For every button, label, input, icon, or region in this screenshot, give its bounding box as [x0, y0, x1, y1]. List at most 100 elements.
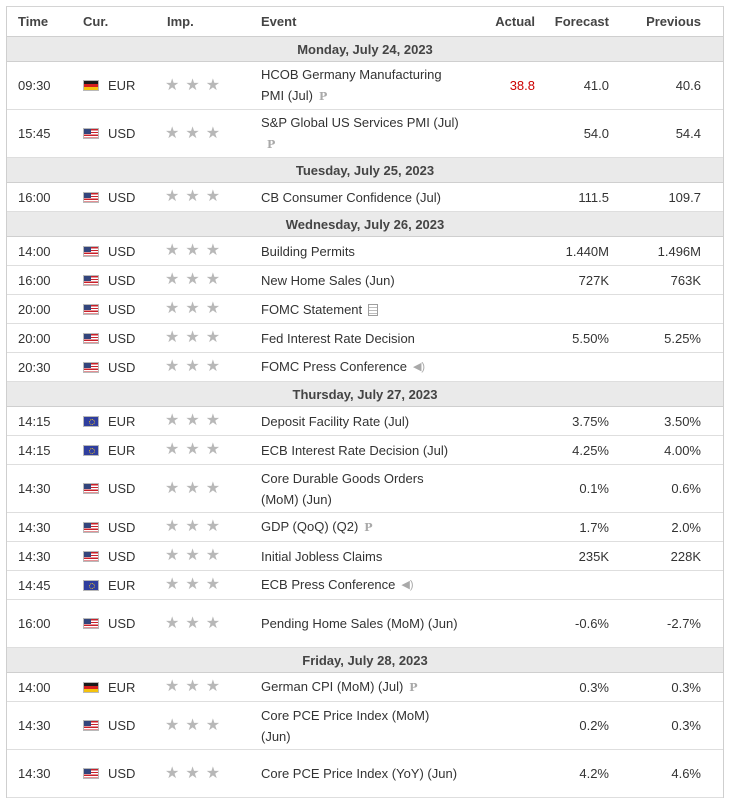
column-header-event[interactable]: Event	[261, 14, 297, 29]
table-row[interactable]: 16:00 USD ★ ★ ★ New Home Sales (Jun) 727K …	[7, 266, 723, 295]
flag-usa-icon	[83, 768, 99, 779]
event-link[interactable]: HCOB Germany Manufacturing PMI (Jul)	[261, 67, 442, 103]
day-header: Friday, July 28, 2023	[7, 648, 723, 673]
flag-usa-icon	[83, 274, 99, 286]
importance-stars: ★ ★ ★	[163, 577, 261, 593]
column-header-importance[interactable]: Imp.	[167, 14, 194, 29]
event-cell: HCOB Germany Manufacturing PMI (Jul) P	[261, 64, 467, 107]
table-row[interactable]: 14:30 USD ★ ★ ★ GDP (QoQ) (Q2) P 1.7% 2.0%	[7, 513, 723, 542]
speaker-icon[interactable]: ◀)	[401, 579, 414, 592]
event-cell: Building Permits	[261, 241, 467, 262]
currency-cell: USD	[79, 244, 163, 259]
event-link[interactable]: FOMC Press Conference	[261, 358, 407, 374]
column-header-currency[interactable]: Cur.	[83, 14, 109, 29]
previous-value: -2.7%	[667, 616, 701, 631]
column-header-forecast[interactable]: Forecast	[554, 14, 609, 29]
star-icon: ★	[185, 547, 200, 564]
column-header-actual[interactable]: Actual	[495, 14, 535, 29]
flag-usa-icon	[83, 483, 99, 494]
event-link[interactable]: Fed Interest Rate Decision	[261, 330, 415, 346]
importance-stars: ★ ★ ★	[163, 480, 261, 497]
event-link[interactable]: German CPI (MoM) (Jul)	[261, 679, 404, 694]
table-row[interactable]: 15:45 USD ★ ★ ★ S&P Global US Services PMI…	[7, 110, 723, 158]
star-icon: ★	[165, 329, 180, 346]
event-time: 14:30	[18, 718, 51, 733]
event-link[interactable]: CB Consumer Confidence (Jul)	[261, 189, 441, 205]
table-row[interactable]: 14:30 USD ★ ★ ★ Core PCE Price Index (YoY)…	[7, 750, 723, 798]
flag-usa-icon	[83, 550, 99, 562]
event-link[interactable]: FOMC Statement	[261, 301, 363, 317]
currency-code: EUR	[108, 679, 136, 695]
previous-value: 4.6%	[671, 766, 701, 781]
table-row[interactable]: 14:00 EUR ★ ★ ★ German CPI (MoM) (Jul) P 0.…	[7, 673, 723, 702]
event-link[interactable]: Core Durable Goods Orders (MoM) (Jun)	[261, 470, 424, 507]
table-row[interactable]: 14:15 EUR ★ ★ ★ ECB Interest Rate Decision…	[7, 436, 723, 465]
column-header-time[interactable]: Time	[18, 14, 49, 29]
table-row[interactable]: 16:00 USD ★ ★ ★ Pending Home Sales (MoM) (…	[7, 600, 723, 648]
event-time: 14:00	[18, 243, 51, 259]
table-row[interactable]: 20:30 USD ★ ★ ★ FOMC Press Conference ◀)	[7, 353, 723, 382]
previous-value: 2.0%	[671, 519, 701, 535]
table-row[interactable]: 20:00 USD ★ ★ ★ Fed Interest Rate Decision…	[7, 324, 723, 353]
previous-value: 54.4	[675, 126, 701, 141]
event-time: 20:00	[18, 301, 51, 317]
event-time: 16:00	[18, 616, 51, 631]
currency-code: USD	[108, 481, 136, 496]
event-link[interactable]: Deposit Facility Rate (Jul)	[261, 413, 410, 429]
event-link[interactable]: Pending Home Sales (MoM) (Jun)	[261, 616, 458, 631]
currency-code: USD	[108, 359, 136, 375]
previous-value: 5.25%	[664, 330, 701, 346]
speaker-icon[interactable]: ◀)	[412, 361, 426, 374]
currency-cell: USD	[79, 718, 163, 733]
star-icon: ★	[165, 764, 180, 782]
importance-stars: ★ ★ ★	[163, 442, 261, 458]
table-row[interactable]: 09:30 EUR ★ ★ ★ HCOB Germany Manufacturing…	[7, 62, 723, 110]
currency-cell: EUR	[79, 578, 163, 593]
table-row[interactable]: 14:15 EUR ★ ★ ★ Deposit Facility Rate (Jul…	[7, 407, 723, 436]
currency-code: USD	[108, 519, 136, 535]
event-cell: Deposit Facility Rate (Jul)	[261, 411, 467, 432]
event-cell: ECB Interest Rate Decision (Jul)	[261, 440, 467, 461]
event-link[interactable]: ECB Interest Rate Decision (Jul)	[261, 442, 449, 458]
event-link[interactable]: GDP (QoQ) (Q2)	[261, 519, 359, 534]
event-link[interactable]: Building Permits	[261, 243, 355, 259]
event-cell: FOMC Press Conference ◀)	[261, 356, 467, 378]
table-row[interactable]: 14:00 USD ★ ★ ★ Building Permits 1.440M 1.…	[7, 237, 723, 266]
flag-usa-icon	[83, 191, 99, 203]
event-time: 14:30	[18, 766, 51, 781]
event-time: 14:30	[18, 481, 51, 496]
event-cell: Fed Interest Rate Decision	[261, 328, 467, 349]
event-link[interactable]: New Home Sales (Jun)	[261, 272, 395, 288]
event-link[interactable]: S&P Global US Services PMI (Jul)	[261, 115, 459, 130]
table-row[interactable]: 14:30 USD ★ ★ ★ Core PCE Price Index (MoM)…	[7, 702, 723, 750]
star-icon: ★	[185, 300, 200, 317]
event-link[interactable]: Initial Jobless Claims	[261, 548, 383, 564]
table-row[interactable]: 14:30 USD ★ ★ ★ Initial Jobless Claims 235…	[7, 542, 723, 571]
column-header-previous[interactable]: Previous	[646, 14, 701, 29]
star-icon: ★	[185, 124, 200, 142]
star-icon: ★	[205, 124, 221, 142]
previous-value: 0.3%	[671, 679, 701, 695]
table-row[interactable]: 16:00 USD ★ ★ ★ CB Consumer Confidence (Ju…	[7, 183, 723, 212]
forecast-value: 5.50%	[572, 330, 609, 346]
table-row[interactable]: 14:30 USD ★ ★ ★ Core Durable Goods Orders …	[7, 465, 723, 513]
star-icon: ★	[185, 329, 200, 346]
currency-code: EUR	[108, 413, 136, 429]
event-link[interactable]: ECB Press Conference	[261, 576, 396, 592]
star-icon: ★	[185, 358, 200, 375]
document-icon[interactable]	[368, 304, 379, 317]
importance-stars: ★ ★ ★	[163, 717, 261, 734]
event-time: 16:00	[18, 189, 51, 205]
star-icon: ★	[185, 678, 200, 695]
event-link[interactable]: Core PCE Price Index (YoY) (Jun)	[261, 766, 458, 781]
star-icon: ★	[205, 358, 221, 375]
event-link[interactable]: Core PCE Price Index (MoM) (Jun)	[261, 707, 430, 744]
event-cell: ECB Press Conference ◀)	[261, 574, 467, 596]
forecast-value: 54.0	[583, 126, 609, 141]
table-row[interactable]: 20:00 USD ★ ★ ★ FOMC Statement	[7, 295, 723, 324]
day-header: Wednesday, July 26, 2023	[7, 212, 723, 237]
forecast-value: 4.25%	[572, 442, 609, 458]
star-icon: ★	[205, 441, 221, 458]
table-row[interactable]: 14:45 EUR ★ ★ ★ ECB Press Conference ◀)	[7, 571, 723, 600]
currency-cell: USD	[79, 190, 163, 205]
